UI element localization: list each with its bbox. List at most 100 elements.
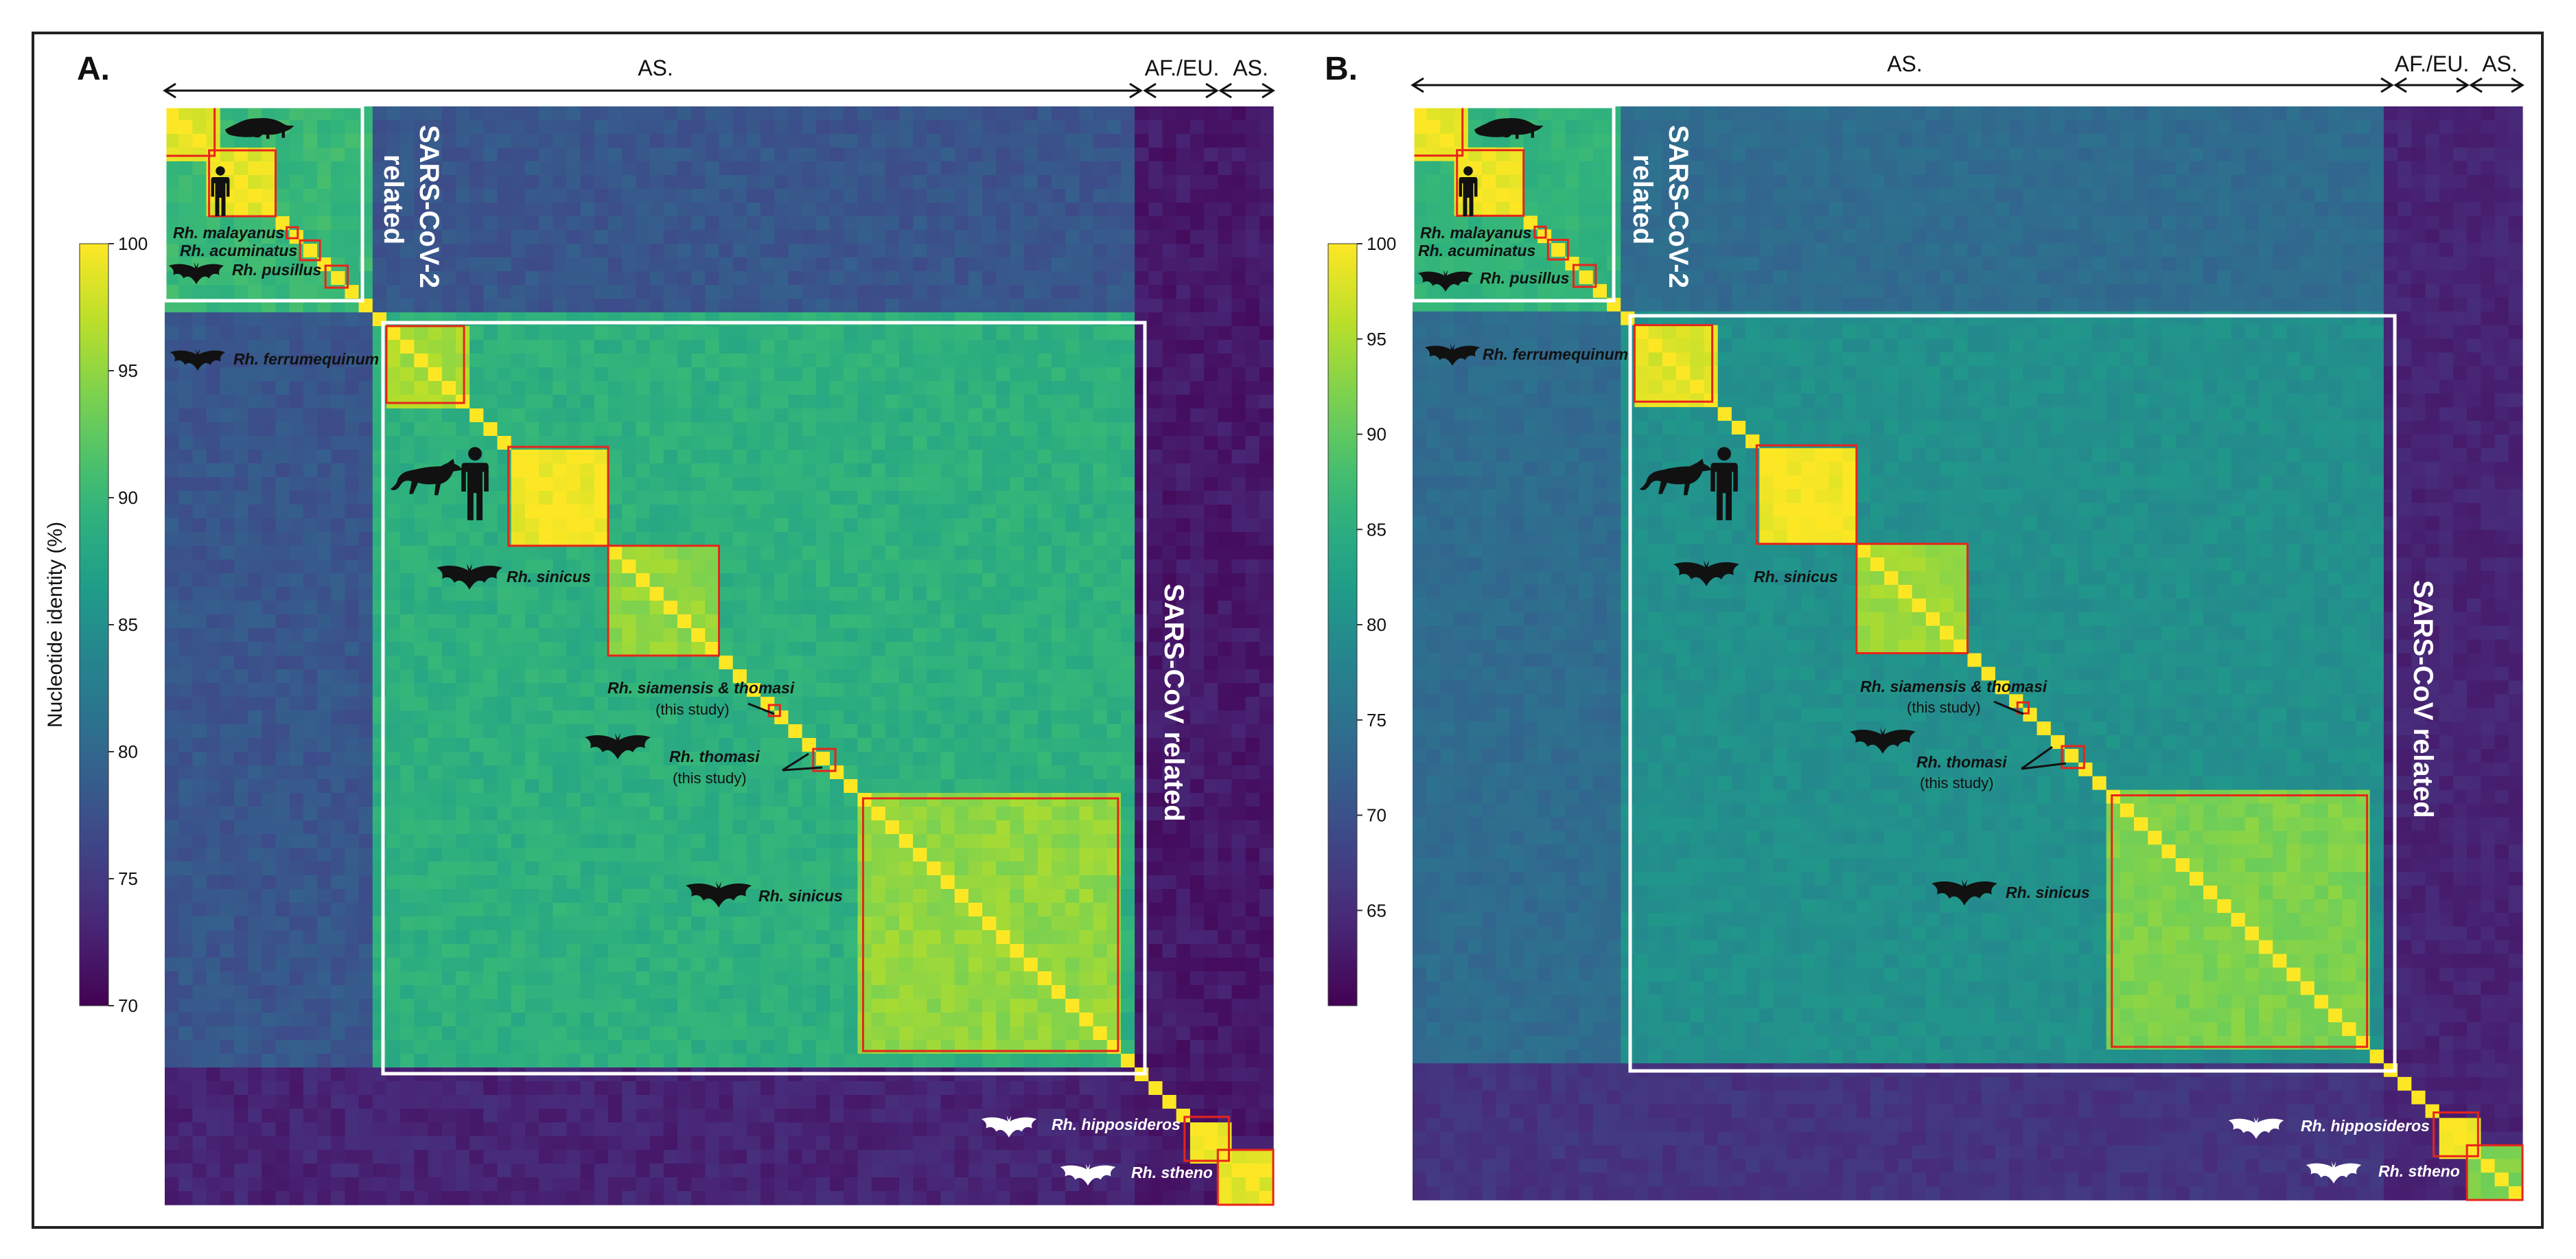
heatmap-cell: [622, 930, 636, 945]
heatmap-cell: [677, 422, 692, 437]
heatmap-cell: [898, 930, 914, 945]
heatmap-cell: [594, 903, 609, 917]
heatmap-cell: [275, 711, 290, 725]
heatmap-cell: [303, 203, 318, 217]
heatmap-cell: [594, 450, 609, 464]
heatmap-cell: [1259, 532, 1274, 546]
heatmap-cell: [830, 614, 844, 629]
heatmap-cell: [663, 148, 678, 162]
heatmap-cell: [871, 271, 886, 286]
heatmap-cell: [414, 326, 429, 340]
heatmap-cell: [1106, 505, 1122, 519]
heatmap-cell: [400, 930, 415, 945]
heatmap-cell: [968, 148, 983, 162]
heatmap-cell: [1120, 656, 1135, 670]
heatmap-cell: [192, 642, 207, 656]
heatmap-cell: [358, 642, 373, 656]
heatmap-cell: [871, 477, 886, 492]
heatmap-cell: [663, 587, 678, 601]
heatmap-cell: [206, 477, 221, 492]
heatmap-cell: [1106, 779, 1122, 794]
heatmap-cell: [1231, 203, 1246, 217]
heatmap-cell: [954, 299, 969, 313]
heatmap-cell: [622, 505, 636, 519]
heatmap-cell: [1079, 697, 1094, 711]
heatmap-cell: [885, 450, 900, 464]
heatmap-cell: [927, 175, 942, 189]
heatmap-cell: [1052, 903, 1066, 917]
heatmap-cell: [774, 944, 789, 958]
heatmap-cell: [1148, 656, 1163, 670]
heatmap-cell: [830, 738, 844, 752]
heatmap-cell: [649, 752, 664, 766]
heatmap-cell: [220, 546, 235, 560]
heatmap-cell: [400, 738, 415, 752]
heatmap-cell: [220, 271, 235, 286]
heatmap-cell: [830, 820, 844, 835]
heatmap-cell: [1120, 257, 1135, 272]
heatmap-cell: [1037, 532, 1052, 546]
heatmap-cell: [1093, 408, 1108, 423]
heatmap-cell: [303, 573, 318, 588]
heatmap-cell: [1162, 669, 1177, 684]
heatmap-cell: [1010, 779, 1025, 794]
heatmap-cell: [178, 765, 193, 780]
heatmap-cell: [663, 257, 678, 272]
heatmap-cell: [857, 134, 872, 148]
heatmap-cell: [940, 944, 955, 958]
heatmap-cell: [289, 889, 304, 903]
heatmap-cell: [483, 285, 498, 299]
heatmap-cell: [622, 711, 636, 725]
heatmap-cell: [1106, 614, 1122, 629]
heatmap-cell: [1204, 587, 1218, 601]
heatmap-cell: [622, 559, 636, 574]
heatmap-cell: [178, 793, 193, 807]
heatmap-cell: [511, 944, 526, 958]
heatmap-cell: [192, 793, 207, 807]
heatmap-cell: [885, 944, 900, 958]
heatmap-cell: [608, 916, 623, 931]
heatmap-cell: [636, 546, 651, 560]
heatmap-cell: [248, 175, 262, 189]
heatmap-cell: [553, 862, 568, 876]
heatmap-cell: [1093, 930, 1108, 945]
heatmap-cell: [815, 463, 831, 478]
heatmap-cell: [830, 312, 844, 327]
heatmap-cell: [1037, 148, 1052, 162]
heatmap-cell: [649, 875, 664, 890]
heatmap-cell: [608, 367, 623, 382]
heatmap-cell: [746, 312, 761, 327]
heatmap-cell: [844, 765, 858, 780]
heatmap-cell: [358, 381, 373, 395]
heatmap-cell: [898, 573, 914, 588]
heatmap-cell: [497, 395, 512, 409]
heatmap-cell: [345, 230, 360, 244]
heatmap-cell: [719, 230, 734, 244]
heatmap-cell: [192, 175, 207, 189]
heatmap-cell: [732, 587, 747, 601]
heatmap-cell: [317, 752, 332, 766]
heatmap-cell: [400, 944, 415, 958]
heatmap-cell: [636, 422, 651, 437]
heatmap-cell: [732, 848, 747, 862]
heatmap-cell: [1106, 408, 1122, 423]
heatmap-cell: [165, 834, 179, 848]
heatmap-cell: [788, 148, 803, 162]
heatmap-cell: [871, 862, 886, 876]
heatmap-cell: [441, 354, 456, 368]
heatmap-cell: [1176, 395, 1191, 409]
heatmap-cell: [663, 916, 678, 931]
heatmap-cell: [331, 889, 346, 903]
heatmap-cell: [455, 422, 470, 437]
heatmap-cell: [732, 518, 747, 533]
heatmap-cell: [871, 711, 886, 725]
heatmap-cell: [705, 862, 720, 876]
heatmap-cell: [940, 491, 955, 505]
heatmap-cell: [331, 807, 346, 821]
heatmap-cell: [982, 230, 997, 244]
heatmap-cell: [746, 820, 761, 835]
heatmap-cell: [927, 546, 942, 560]
heatmap-cell: [331, 724, 346, 739]
heatmap-cell: [1204, 697, 1218, 711]
heatmap-cell: [663, 875, 678, 890]
